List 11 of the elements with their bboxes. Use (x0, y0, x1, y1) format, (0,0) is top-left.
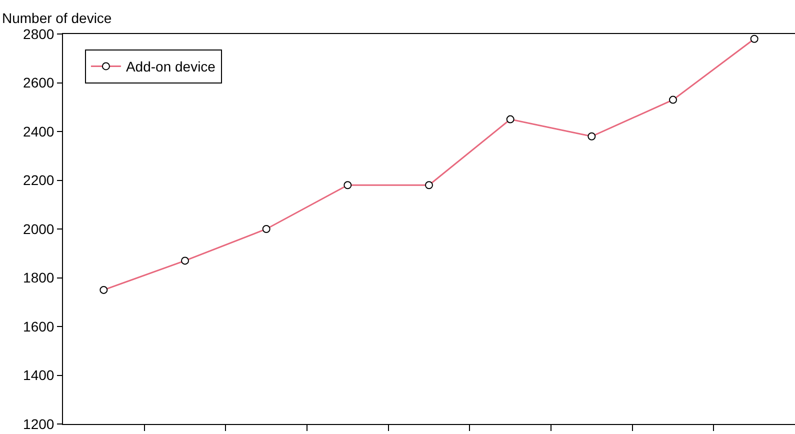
y-tick-label: 1200 (23, 416, 54, 432)
y-tick-label: 2200 (23, 172, 54, 188)
y-tick-label: 1400 (23, 367, 54, 384)
legend-label: Add-on device (126, 58, 216, 75)
y-tick-label: 2800 (23, 26, 54, 42)
y-tick-label: 2600 (23, 74, 54, 91)
y-tick-label: 2000 (23, 220, 54, 237)
y-tick-label: 1600 (23, 318, 54, 334)
y-tick-label: 2400 (23, 123, 54, 140)
y-axis-title: Number of device (2, 10, 112, 26)
y-tick-label: 1800 (23, 270, 54, 286)
